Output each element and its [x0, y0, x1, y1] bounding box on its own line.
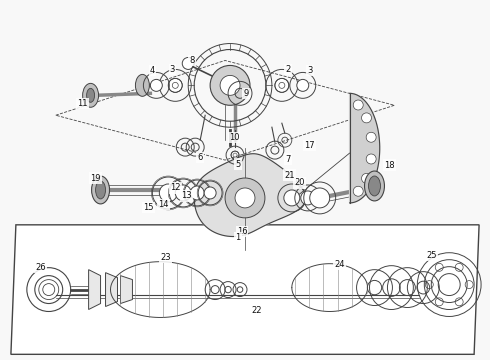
Circle shape — [310, 188, 330, 208]
Text: 4: 4 — [150, 66, 155, 75]
Circle shape — [168, 78, 182, 92]
Circle shape — [210, 66, 250, 105]
Circle shape — [353, 100, 363, 110]
Text: 21: 21 — [285, 171, 295, 180]
Text: 23: 23 — [160, 253, 171, 262]
Text: 7: 7 — [285, 154, 291, 163]
Ellipse shape — [83, 84, 98, 107]
Text: 11: 11 — [77, 99, 88, 108]
Circle shape — [150, 80, 162, 91]
Text: 22: 22 — [252, 306, 262, 315]
Polygon shape — [121, 276, 132, 303]
Circle shape — [284, 190, 300, 206]
Circle shape — [297, 80, 309, 91]
Ellipse shape — [87, 88, 95, 102]
Polygon shape — [105, 273, 118, 306]
Text: 9: 9 — [244, 89, 248, 98]
Text: 16: 16 — [237, 227, 247, 236]
Text: 26: 26 — [35, 263, 46, 272]
Ellipse shape — [368, 176, 380, 196]
Text: 18: 18 — [384, 161, 395, 170]
Text: 8: 8 — [190, 56, 195, 65]
Text: 15: 15 — [143, 203, 154, 212]
Text: 25: 25 — [426, 251, 437, 260]
Polygon shape — [349, 93, 380, 203]
Circle shape — [235, 188, 255, 208]
Circle shape — [204, 187, 216, 199]
Circle shape — [362, 174, 371, 183]
Text: 6: 6 — [197, 153, 203, 162]
Circle shape — [301, 191, 315, 205]
Circle shape — [366, 132, 376, 142]
Text: 2: 2 — [285, 65, 291, 74]
Circle shape — [182, 58, 194, 69]
Ellipse shape — [96, 181, 105, 199]
Polygon shape — [194, 154, 306, 237]
Circle shape — [366, 154, 376, 164]
Circle shape — [220, 75, 240, 95]
Text: 5: 5 — [235, 159, 241, 168]
Ellipse shape — [92, 176, 110, 204]
Ellipse shape — [365, 171, 385, 201]
Circle shape — [159, 184, 177, 202]
Text: 1: 1 — [235, 233, 241, 242]
Text: 3: 3 — [307, 66, 313, 75]
Text: 3: 3 — [170, 65, 175, 74]
Polygon shape — [89, 270, 100, 310]
Text: 10: 10 — [229, 133, 239, 142]
Circle shape — [353, 186, 363, 196]
Text: 20: 20 — [294, 179, 305, 188]
Circle shape — [275, 78, 289, 92]
Ellipse shape — [135, 75, 149, 96]
Circle shape — [362, 113, 371, 123]
Polygon shape — [11, 225, 479, 354]
Text: 19: 19 — [90, 174, 101, 183]
Text: 13: 13 — [181, 192, 192, 201]
Circle shape — [225, 178, 265, 218]
Text: 12: 12 — [170, 184, 180, 193]
Circle shape — [175, 185, 191, 201]
Circle shape — [190, 186, 204, 200]
Text: 17: 17 — [304, 141, 315, 150]
Text: 24: 24 — [334, 260, 345, 269]
Text: 14: 14 — [158, 201, 169, 210]
